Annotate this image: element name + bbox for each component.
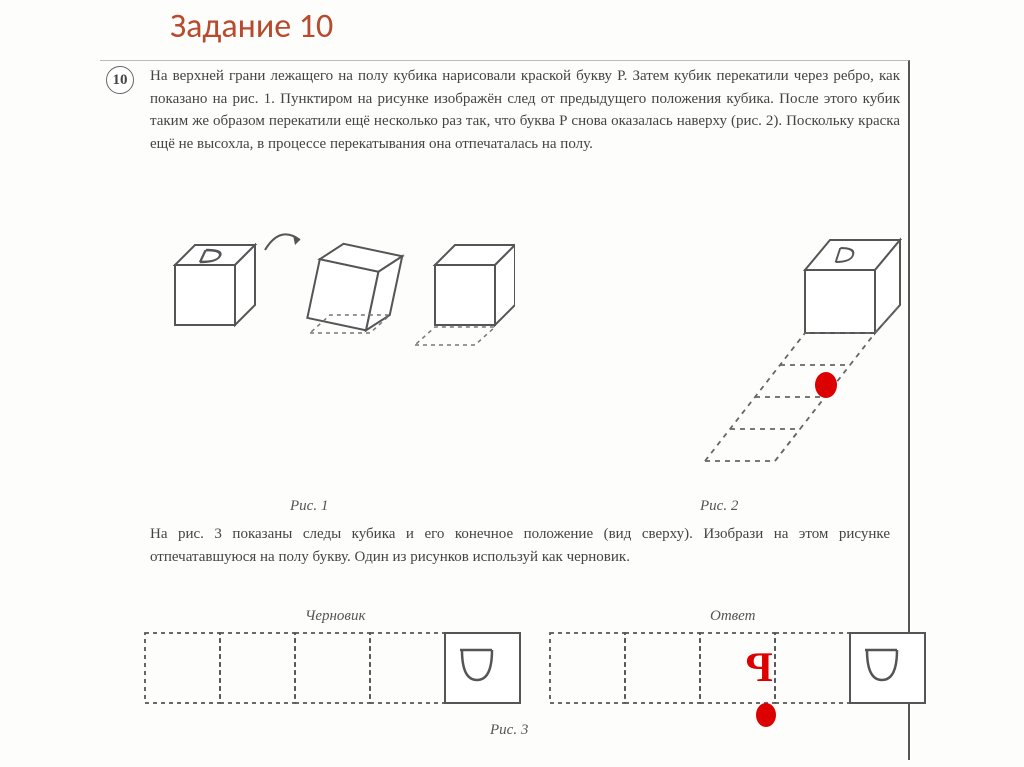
answer-label: Ответ [710, 608, 755, 625]
draft-label: Черновик [305, 608, 365, 625]
figure-3-caption: Рис. 3 [490, 722, 528, 739]
figure-2-caption: Рис. 2 [700, 498, 738, 515]
problem-paragraph-1: На верхней грани лежащего на полу кубика… [150, 65, 900, 155]
figure-1-caption: Рис. 1 [290, 498, 328, 515]
answer-red-letter: Ь [745, 642, 773, 690]
red-marker-trail [815, 372, 837, 398]
red-marker-answer [756, 703, 776, 727]
figure-2-cube-trail [545, 215, 925, 495]
problem-paragraph-2: На рис. 3 показаны следы кубика и его ко… [150, 523, 890, 568]
question-number-badge: 10 [106, 66, 134, 94]
figure-1-cubes [155, 215, 515, 365]
figure-3-draft-boxes [140, 628, 540, 713]
page-title: Задание 10 [170, 6, 333, 47]
